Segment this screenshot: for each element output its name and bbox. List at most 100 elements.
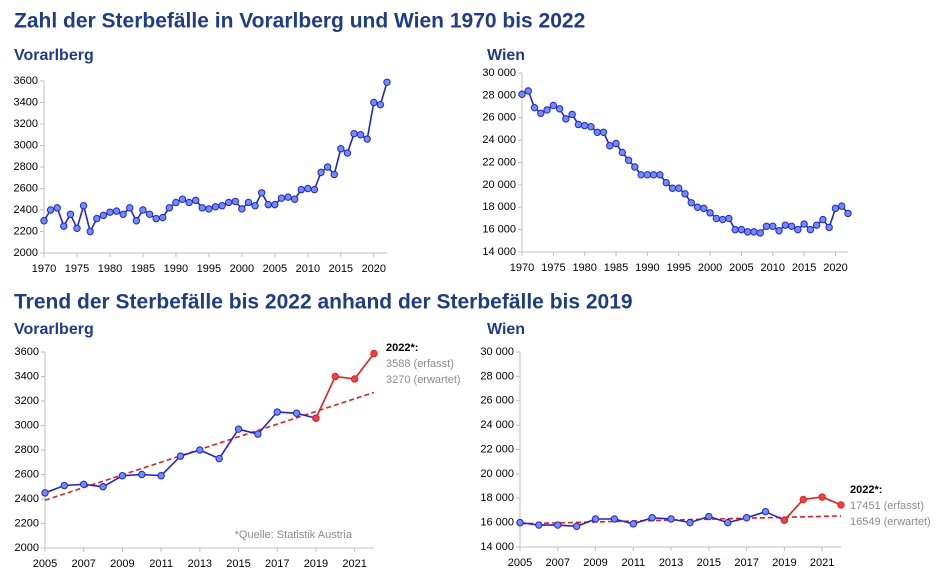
y-tick-label: 2600 (14, 182, 38, 194)
data-point (775, 227, 783, 235)
x-tick-label: 2005 (508, 557, 532, 569)
x-tick-label: 1980 (98, 263, 122, 275)
data-point (264, 200, 272, 209)
x-tick-label: 2005 (263, 263, 287, 275)
x-tick-label: 2020 (823, 262, 847, 274)
data-point (831, 204, 840, 213)
data-point (317, 168, 325, 177)
data-point (593, 128, 601, 136)
annotation: 2022*: (850, 484, 882, 496)
data-point (524, 87, 532, 95)
y-tick-label: 3200 (15, 395, 39, 407)
annotation: 17451 (erfasst) (850, 500, 924, 512)
data-point (224, 198, 233, 207)
data-point (46, 206, 55, 214)
x-tick-label: 1975 (65, 263, 89, 275)
data-point (554, 521, 562, 529)
x-tick-label: 2000 (698, 262, 722, 274)
x-tick-label: 1975 (541, 262, 565, 274)
data-point (165, 204, 174, 212)
data-point (731, 225, 739, 234)
x-tick-label: 2009 (583, 557, 607, 569)
data-point (284, 193, 292, 201)
data-point (60, 481, 69, 490)
y-tick-label: 2600 (15, 468, 39, 480)
data-point (159, 213, 167, 222)
data-point (687, 199, 695, 207)
y-tick-label: 3600 (14, 75, 38, 87)
x-tick-label: 1970 (510, 262, 534, 274)
data-point (610, 515, 619, 523)
data-point (323, 163, 332, 171)
y-tick-label: 3600 (15, 346, 39, 358)
data-point (799, 495, 807, 504)
y-tick-label: 30 000 (482, 67, 516, 79)
y-tick-label: 22 000 (482, 156, 516, 168)
data-point (126, 204, 134, 212)
data-point (818, 493, 826, 501)
chart: 14 000 16 000 18 000 20 000 22 000 24 000 26 0… (480, 346, 930, 569)
data-point (290, 195, 299, 203)
y-tick-label: 2800 (14, 161, 38, 173)
data-point (198, 204, 207, 212)
data-point (350, 129, 358, 138)
data-point (574, 120, 583, 129)
data-point (99, 211, 108, 220)
x-tick-label: 2015 (792, 262, 816, 274)
y-tick-label: 26 000 (482, 112, 516, 124)
data-point (112, 207, 121, 215)
x-tick-label: 2007 (546, 557, 570, 569)
data-point (819, 215, 827, 224)
data-point (762, 222, 771, 230)
chart-title: Wien (487, 321, 525, 338)
data-point (53, 204, 61, 212)
data-point (606, 142, 614, 150)
x-tick-label: 2007 (71, 558, 95, 570)
annotation: 16549 (erwartet) (850, 516, 931, 528)
data-point (518, 90, 526, 98)
data-point (743, 228, 752, 236)
x-tick-label: 1995 (666, 262, 690, 274)
data-point (106, 208, 114, 216)
data-point (292, 409, 301, 417)
y-tick-label: 2000 (15, 542, 39, 554)
data-point (572, 522, 581, 530)
data-point (331, 372, 339, 381)
x-tick-label: 2019 (772, 557, 796, 569)
y-tick-label: 3000 (14, 139, 38, 151)
data-point (742, 514, 751, 522)
x-tick-label: 2009 (110, 558, 134, 570)
data-point (568, 110, 576, 119)
data-point (693, 203, 702, 211)
data-point (686, 518, 694, 527)
data-point (119, 210, 127, 219)
x-tick-label: 2015 (329, 263, 353, 275)
data-point (750, 228, 758, 236)
data-point (196, 446, 204, 454)
data-point (304, 184, 312, 193)
data-point (637, 171, 645, 179)
data-point (535, 521, 543, 529)
data-point (806, 225, 815, 234)
data-point (254, 430, 262, 438)
data-point (205, 205, 213, 213)
data-point (40, 217, 48, 225)
data-point (192, 196, 200, 205)
y-tick-label: 18 000 (482, 201, 516, 213)
annotation: 3588 (erfasst) (386, 358, 454, 370)
x-tick-label: 2011 (621, 557, 645, 569)
x-tick-label: 2017 (265, 558, 289, 570)
data-point (251, 202, 259, 210)
data-point (705, 512, 713, 521)
data-point (737, 225, 746, 234)
data-point (769, 222, 777, 230)
data-point (218, 202, 226, 210)
data-point (530, 103, 539, 112)
x-tick-label: 2005 (729, 262, 753, 274)
x-tick-label: 2021 (810, 557, 834, 569)
data-point (312, 414, 320, 422)
data-point (257, 189, 266, 197)
data-point (543, 106, 551, 114)
data-point (60, 222, 68, 230)
data-point (631, 163, 639, 171)
